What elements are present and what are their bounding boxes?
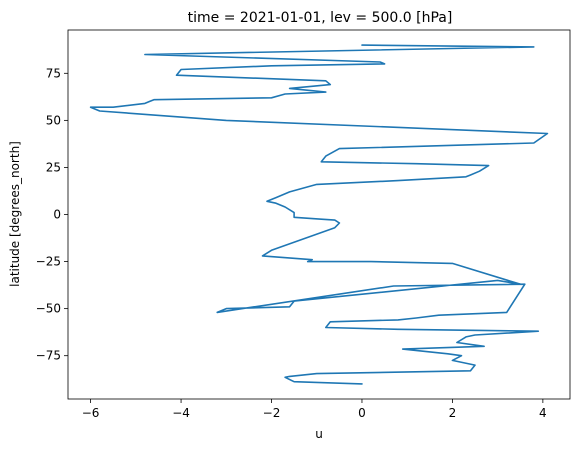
y-tick-label: −25 [36,255,61,269]
x-tick-label: −2 [263,406,281,420]
y-tick-label: 50 [46,113,61,127]
y-tick-label: 25 [46,160,61,174]
y-tick-label: −50 [36,302,61,316]
y-tick-label: 0 [53,208,61,222]
x-tick-label: 2 [449,406,457,420]
y-tick-label: 75 [46,66,61,80]
x-tick-label: −6 [82,406,100,420]
x-tick-label: 4 [539,406,547,420]
plot-area [89,44,549,385]
y-axis-ticks: −75 −50 −25 0 25 50 75 [36,66,68,363]
x-axis-label: u [315,427,323,441]
x-tick-label: 0 [358,406,366,420]
series-line-0 [89,44,549,385]
x-tick-label: −4 [172,406,190,420]
y-tick-label: −75 [36,349,61,363]
x-axis-ticks: −6 −4 −2 0 2 4 [82,399,547,420]
chart-title: time = 2021-01-01, lev = 500.0 [hPa] [188,10,453,26]
y-axis-label: latitude [degrees_north] [8,141,22,287]
axes-frame [67,29,571,400]
